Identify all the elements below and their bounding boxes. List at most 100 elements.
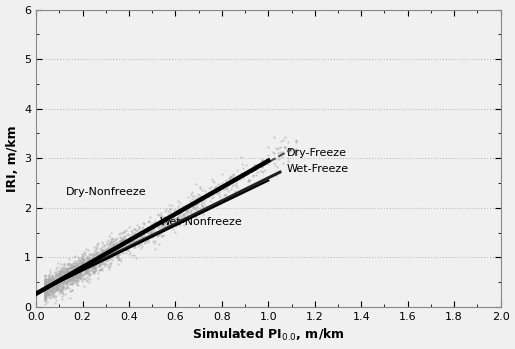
Point — [99, 247, 107, 253]
Point — [105, 249, 113, 254]
Point — [84, 270, 92, 275]
Point — [83, 263, 92, 269]
Point — [63, 273, 71, 278]
Point — [122, 238, 130, 243]
Point — [71, 269, 79, 275]
Point — [148, 234, 156, 240]
Point — [169, 216, 177, 222]
Point — [98, 247, 106, 253]
Point — [63, 272, 72, 277]
Point — [68, 268, 77, 274]
Point — [187, 207, 195, 213]
Point — [174, 210, 182, 216]
Point — [177, 215, 185, 221]
Point — [82, 246, 90, 252]
Point — [112, 250, 121, 256]
Point — [113, 254, 121, 260]
Point — [50, 280, 59, 286]
Point — [120, 243, 128, 248]
Point — [190, 210, 198, 215]
Point — [72, 268, 80, 274]
Point — [88, 262, 96, 267]
Point — [51, 277, 59, 283]
Point — [106, 255, 114, 261]
Point — [84, 271, 92, 277]
Point — [99, 258, 108, 263]
Point — [269, 160, 278, 166]
Point — [144, 233, 152, 238]
Point — [209, 190, 217, 195]
Point — [43, 290, 52, 296]
Point — [58, 275, 66, 280]
Point — [105, 263, 113, 269]
Point — [57, 269, 65, 274]
Point — [81, 250, 89, 256]
X-axis label: Simulated PI$_{0.0}$, m/km: Simulated PI$_{0.0}$, m/km — [192, 327, 345, 343]
Point — [47, 282, 56, 287]
Point — [206, 198, 214, 203]
Point — [67, 265, 75, 271]
Point — [43, 299, 51, 305]
Point — [67, 268, 76, 274]
Point — [62, 268, 71, 274]
Point — [108, 247, 116, 252]
Point — [63, 279, 71, 284]
Point — [191, 213, 199, 219]
Point — [54, 282, 62, 288]
Point — [70, 267, 78, 272]
Point — [140, 236, 148, 241]
Point — [144, 220, 152, 225]
Point — [52, 285, 60, 290]
Point — [227, 186, 235, 192]
Point — [41, 292, 49, 298]
Point — [73, 259, 81, 264]
Point — [46, 282, 54, 288]
Point — [132, 233, 141, 239]
Point — [146, 229, 154, 235]
Point — [193, 196, 201, 202]
Point — [41, 289, 49, 295]
Point — [79, 258, 88, 263]
Point — [65, 275, 73, 281]
Point — [135, 242, 143, 247]
Point — [198, 211, 207, 217]
Point — [59, 285, 67, 291]
Point — [173, 216, 181, 222]
Point — [101, 257, 110, 263]
Point — [41, 282, 49, 288]
Point — [64, 262, 72, 268]
Point — [284, 158, 292, 163]
Point — [108, 253, 116, 259]
Point — [129, 240, 137, 245]
Point — [113, 248, 122, 254]
Point — [83, 265, 92, 270]
Point — [170, 207, 178, 213]
Point — [80, 249, 89, 255]
Point — [76, 257, 84, 263]
Point — [97, 256, 106, 261]
Point — [130, 244, 139, 250]
Point — [104, 253, 112, 259]
Point — [283, 156, 291, 161]
Point — [110, 245, 118, 251]
Point — [60, 261, 68, 267]
Point — [54, 272, 62, 277]
Point — [96, 251, 104, 257]
Point — [69, 267, 77, 273]
Point — [115, 246, 124, 251]
Point — [134, 231, 143, 237]
Point — [85, 255, 93, 261]
Point — [292, 149, 300, 155]
Point — [97, 250, 105, 255]
Point — [74, 254, 82, 260]
Point — [131, 236, 140, 241]
Point — [292, 151, 300, 157]
Point — [78, 260, 86, 265]
Point — [205, 205, 213, 210]
Point — [113, 245, 122, 251]
Point — [50, 281, 58, 287]
Point — [69, 275, 77, 281]
Point — [224, 188, 232, 194]
Point — [271, 162, 279, 168]
Point — [292, 151, 300, 156]
